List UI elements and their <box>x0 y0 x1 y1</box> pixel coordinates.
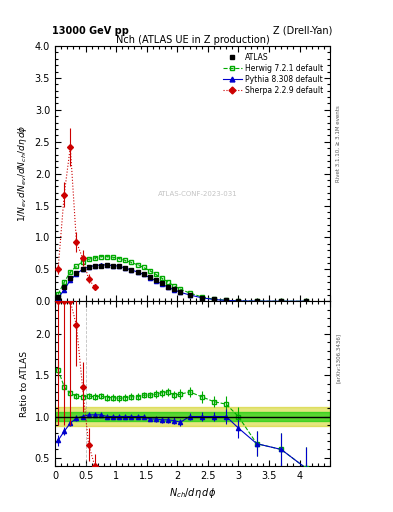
Y-axis label: $1/N_{ev}\,dN_{ev}/dN_{ch}/d\eta\,d\phi$: $1/N_{ev}\,dN_{ev}/dN_{ch}/d\eta\,d\phi$ <box>16 125 29 222</box>
X-axis label: $N_{ch}/d\eta\,d\phi$: $N_{ch}/d\eta\,d\phi$ <box>169 486 216 500</box>
Text: Rivet 3.1.10, ≥ 3.1M events: Rivet 3.1.10, ≥ 3.1M events <box>336 105 341 182</box>
Legend: ATLAS, Herwig 7.2.1 default, Pythia 8.308 default, Sherpa 2.2.9 default: ATLAS, Herwig 7.2.1 default, Pythia 8.30… <box>220 50 326 98</box>
Text: ATLAS-CONF-2023-031: ATLAS-CONF-2023-031 <box>158 191 238 197</box>
Text: 13000 GeV pp: 13000 GeV pp <box>52 26 129 36</box>
Text: [arXiv:1306.3436]: [arXiv:1306.3436] <box>336 333 341 383</box>
Y-axis label: Ratio to ATLAS: Ratio to ATLAS <box>20 351 29 417</box>
Title: Nch (ATLAS UE in Z production): Nch (ATLAS UE in Z production) <box>116 35 270 45</box>
Text: Z (Drell-Yan): Z (Drell-Yan) <box>274 26 333 36</box>
